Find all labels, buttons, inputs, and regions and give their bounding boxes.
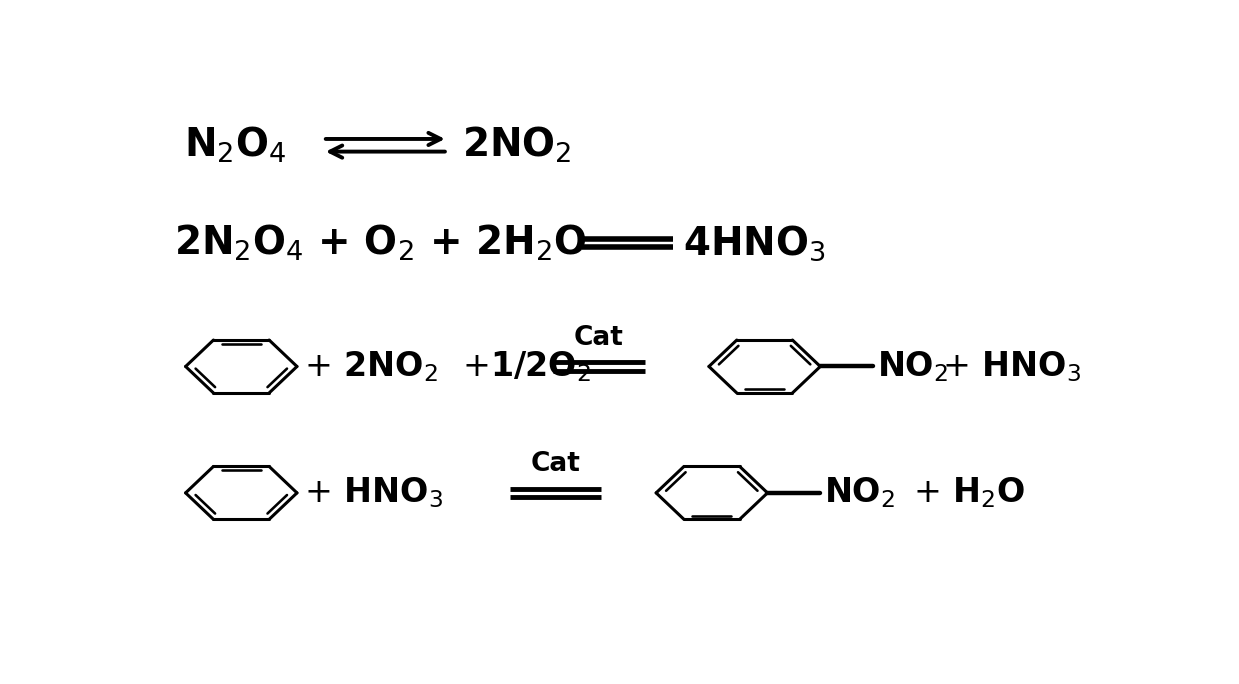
- Text: $+$ HNO$_3$: $+$ HNO$_3$: [304, 475, 442, 510]
- Text: 4HNO$_3$: 4HNO$_3$: [683, 223, 825, 263]
- Text: N$_2$O$_4$: N$_2$O$_4$: [183, 125, 286, 166]
- Text: Cat: Cat: [574, 324, 624, 350]
- Text: $+$ H$_2$O: $+$ H$_2$O: [913, 475, 1026, 510]
- Text: $+$ HNO$_3$: $+$ HNO$_3$: [943, 349, 1082, 384]
- Text: 2NO$_2$: 2NO$_2$: [462, 125, 571, 166]
- Text: 2N$_2$O$_4$ + O$_2$ + 2H$_2$O: 2N$_2$O$_4$ + O$_2$ + 2H$_2$O: [173, 222, 586, 263]
- Text: $+$ 2NO$_2$  $+$1/2O$_2$: $+$ 2NO$_2$ $+$1/2O$_2$: [304, 349, 591, 384]
- Text: NO$_2$: NO$_2$: [877, 349, 948, 384]
- Text: NO$_2$: NO$_2$: [824, 475, 896, 510]
- Text: Cat: Cat: [530, 451, 581, 477]
